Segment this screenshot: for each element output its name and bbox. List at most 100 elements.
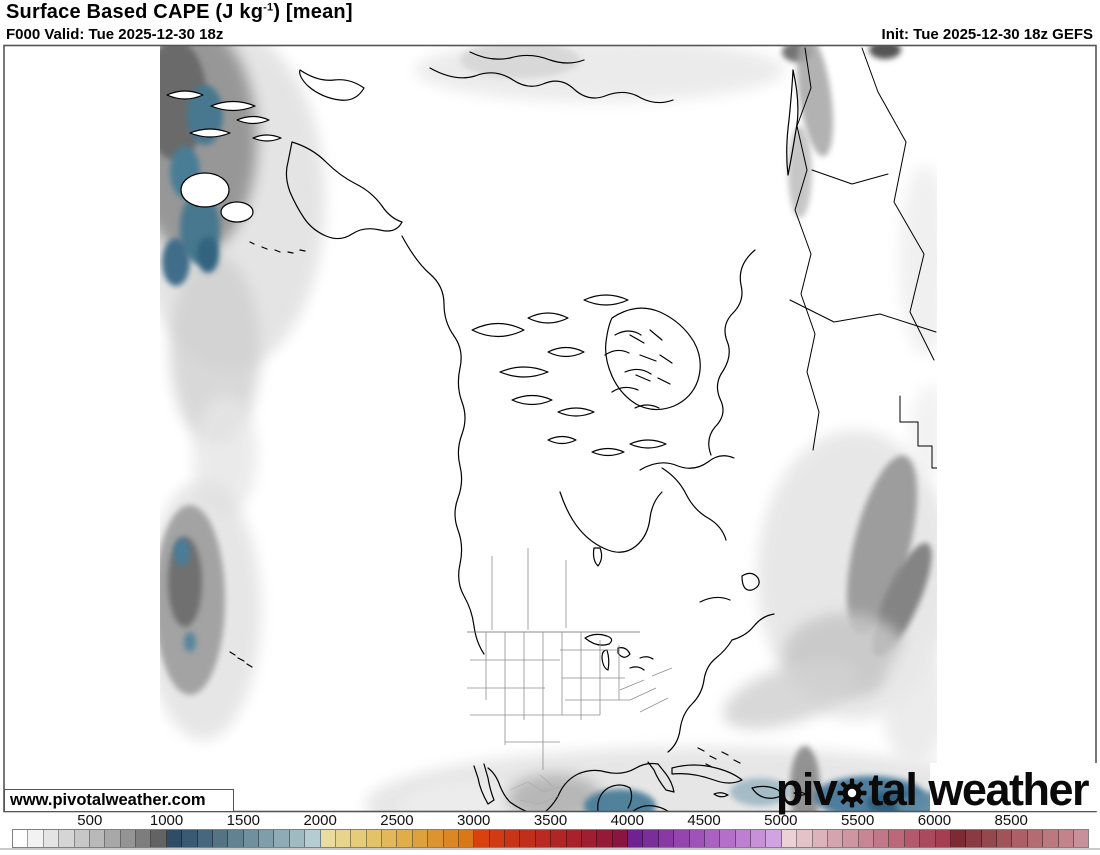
colorbar-tick-label: 4500 (687, 812, 721, 829)
colorbar-tick-label: 500 (77, 812, 103, 829)
colorbar-tick-label: 8500 (994, 812, 1028, 829)
colorbar-cell (59, 830, 75, 847)
colorbar-cell (305, 830, 321, 847)
colorbar-cell (1043, 830, 1059, 847)
colorbar-cell (382, 830, 398, 847)
colorbar-cell (858, 830, 874, 847)
colorbar-tick-label: 5500 (840, 812, 875, 829)
colorbar-cell (443, 830, 459, 847)
colorbar-cell (797, 830, 813, 847)
colorbar-cell (397, 830, 413, 847)
colorbar-tick-labels: 500 1000 1500 2000 2500 3000 3500 4000 4500 5000 5… (0, 812, 1100, 829)
colorbar-cell (458, 830, 475, 847)
colorbar (12, 829, 1089, 848)
colorbar-cell (197, 830, 213, 847)
colorbar-cell (766, 830, 782, 847)
colorbar-cell (13, 830, 29, 847)
watermark-url: www.pivotalweather.com (4, 789, 234, 812)
colorbar-cell (351, 830, 367, 847)
colorbar-cell (166, 830, 183, 847)
colorbar-tick-label: 5000 (764, 812, 798, 829)
colorbar-cell (489, 830, 505, 847)
colorbar-cell (720, 830, 736, 847)
colorbar-cell (136, 830, 152, 847)
map-frame (3, 44, 1097, 813)
colorbar-cell (658, 830, 675, 847)
colorbar-cell (874, 830, 890, 847)
colorbar-cell (535, 830, 552, 847)
colorbar-cell (781, 830, 798, 847)
colorbar-cell (28, 830, 44, 847)
logo-part2: tal (868, 764, 918, 815)
colorbar-tick-label: 1000 (149, 812, 184, 829)
colorbar-cell (981, 830, 997, 847)
colorbar-cell (474, 830, 490, 847)
colorbar-cell (735, 830, 751, 847)
colorbar-cell (997, 830, 1013, 847)
colorbar-cell (827, 830, 844, 847)
colorbar-cell (320, 830, 336, 847)
colorbar-tick-label: 2500 (380, 812, 414, 829)
colorbar-cell (704, 830, 721, 847)
colorbar-cell (581, 830, 598, 847)
colorbar-cell (812, 830, 828, 847)
colorbar-cell (612, 830, 628, 847)
colorbar-cell (335, 830, 352, 847)
colorbar-cell (889, 830, 905, 847)
colorbar-cell (751, 830, 767, 847)
colorbar-cell (1027, 830, 1044, 847)
colorbar-cell (904, 830, 921, 847)
colorbar-tick-label: 3500 (533, 812, 568, 829)
colorbar-cell (43, 830, 60, 847)
colorbar-tick-label: 6000 (917, 812, 952, 829)
colorbar-cell (289, 830, 306, 847)
colorbar-cell (105, 830, 121, 847)
colorbar-tick-label: 4000 (610, 812, 644, 829)
colorbar-cell (1058, 830, 1074, 847)
colorbar-cell (566, 830, 582, 847)
colorbar-cell (89, 830, 106, 847)
colorbar-cell (966, 830, 982, 847)
pivotal-weather-logo: piv tal weather (775, 764, 1090, 816)
cape-shading (160, 46, 937, 811)
coastlines (166, 47, 937, 811)
colorbar-cell (643, 830, 659, 847)
valid-time-label: F000 Valid: Tue 2025-12-30 18z (6, 26, 224, 43)
colorbar-cell (228, 830, 244, 847)
logo-background-box (930, 763, 1097, 811)
colorbar-cell (1073, 830, 1089, 847)
logo-part1: piv (775, 764, 838, 815)
title-superscript: -1 (263, 1, 274, 14)
bottom-divider (0, 848, 1100, 850)
colorbar-cell (935, 830, 951, 847)
colorbar-cell (120, 830, 136, 847)
colorbar-cell (428, 830, 444, 847)
colorbar-cell (950, 830, 967, 847)
colorbar-cell (674, 830, 690, 847)
colorbar-cell (274, 830, 290, 847)
colorbar-tick-label: 3000 (457, 812, 491, 829)
colorbar-cell (843, 830, 859, 847)
colorbar-cell (551, 830, 567, 847)
colorbar-cell (505, 830, 521, 847)
colorbar-cell (182, 830, 198, 847)
colorbar-tick-label: 1500 (226, 812, 261, 829)
title-suffix: ) [mean] (273, 1, 353, 23)
title-prefix: Surface Based CAPE (J kg (6, 1, 264, 23)
colorbar-cell (74, 830, 90, 847)
colorbar-tick-label: 2000 (303, 812, 337, 829)
colorbar-cell (520, 830, 536, 847)
state-borders (467, 548, 673, 805)
colorbar-cell (689, 830, 705, 847)
colorbar-cell (151, 830, 167, 847)
colorbar-cell (212, 830, 229, 847)
colorbar-cell (920, 830, 936, 847)
gear-icon (837, 778, 867, 808)
page-title: Surface Based CAPE (J kg-1) [mean] (6, 1, 353, 24)
colorbar-cell (628, 830, 644, 847)
logo-part3: weather (928, 764, 1089, 815)
colorbar-cell (366, 830, 382, 847)
